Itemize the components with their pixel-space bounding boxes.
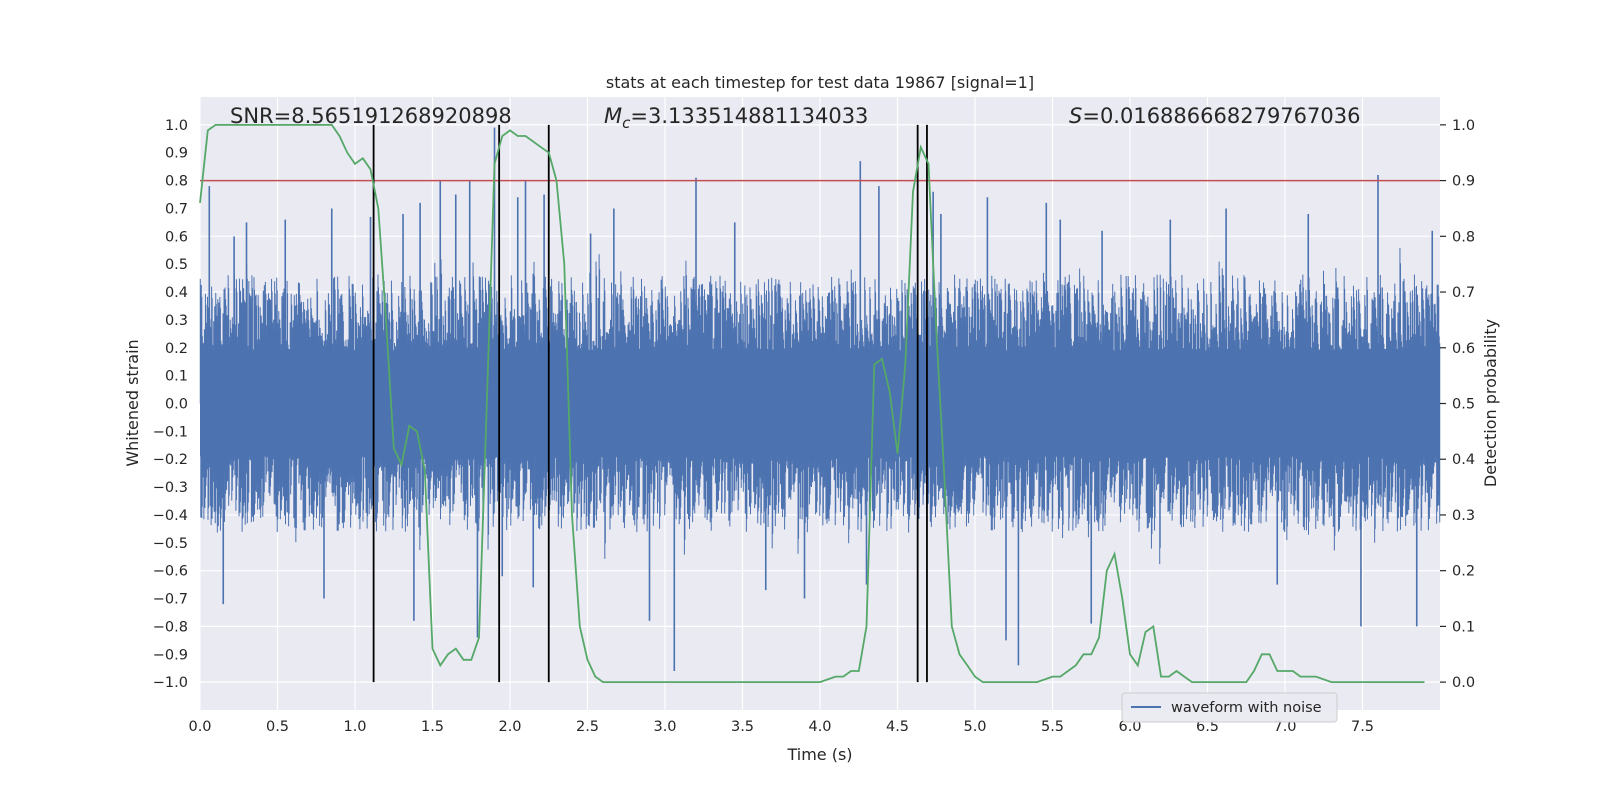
y-right-tick-label: 0.8 (1452, 229, 1475, 245)
x-tick-label: 3.0 (653, 719, 676, 735)
y-tick-label: 1.0 (165, 118, 188, 134)
x-tick-label: 5.5 (1041, 719, 1064, 735)
y-right-tick-label: 0.9 (1452, 174, 1475, 190)
vertical-lines (372, 124, 928, 683)
waveform-core-band (200, 350, 1440, 457)
y-right-axis-ticks: 0.0 0.1 0.2 0.3 0.4 0.5 0.6 0.7 0.8 0.9 1.0 (1440, 118, 1475, 691)
y-tick-label: −0.5 (153, 536, 188, 552)
y-right-axis-label: Detection probability (1481, 319, 1500, 487)
y-tick-label: 0.3 (165, 313, 188, 329)
x-tick-label: 0.5 (266, 719, 289, 735)
y-tick-label: −0.7 (153, 592, 188, 608)
y-tick-label: 0.0 (165, 397, 188, 413)
s-symbol: S (1069, 104, 1082, 128)
snr-annotation: SNR=8.565191268920898 (230, 104, 512, 128)
y-axis-ticks: −1.0 −0.9 −0.8 −0.7 −0.6 −0.5 −0.4 −0.3 −0.2 −0.1… (153, 118, 188, 691)
x-tick-label: 1.0 (343, 719, 366, 735)
y-tick-label: 0.8 (165, 174, 188, 190)
y-right-tick-label: 0.5 (1452, 397, 1475, 413)
y-right-tick-label: 0.6 (1452, 341, 1475, 357)
x-tick-label: 5.0 (963, 719, 986, 735)
probability-line (199, 124, 1425, 683)
y-tick-label: 0.6 (165, 229, 188, 245)
y-right-tick-label: 0.0 (1452, 675, 1475, 691)
y-tick-label: −0.1 (153, 424, 188, 440)
mc-value: =3.133514881134033 (630, 104, 868, 128)
y-tick-label: 0.4 (165, 285, 188, 301)
y-right-tick-label: 0.1 (1452, 619, 1475, 635)
x-tick-label: 7.0 (1273, 719, 1296, 735)
y-right-tick-label: 0.3 (1452, 508, 1475, 524)
x-tick-label: 0.0 (188, 719, 211, 735)
y-tick-label: 0.9 (165, 146, 188, 162)
y-tick-label: −0.4 (153, 508, 188, 524)
y-right-tick-label: 0.4 (1452, 452, 1475, 468)
y-right-tick-label: 0.7 (1452, 285, 1475, 301)
x-tick-label: 4.5 (886, 719, 909, 735)
y-right-tick-label: 1.0 (1452, 118, 1475, 134)
s-value: =0.016886668279767036 (1082, 104, 1360, 128)
x-tick-label: 6.5 (1196, 719, 1219, 735)
y-tick-label: 0.5 (165, 257, 188, 273)
x-tick-label: 2.5 (576, 719, 599, 735)
x-tick-label: 3.5 (731, 719, 754, 735)
x-axis-label: Time (s) (786, 745, 852, 764)
x-axis-ticks: 0.0 0.5 1.0 1.5 2.0 2.5 3.0 3.5 4.0 4.5 5.0 5.5 6.0 6… (188, 719, 1374, 735)
legend-box (1121, 692, 1338, 723)
x-tick-label: 4.0 (808, 719, 831, 735)
y-tick-label: −0.3 (153, 480, 188, 496)
x-tick-label: 1.5 (421, 719, 444, 735)
y-tick-label: −0.8 (153, 619, 188, 635)
y-tick-label: 0.2 (165, 341, 188, 357)
y-tick-label: 0.7 (165, 201, 188, 217)
y-tick-label: −0.9 (153, 647, 188, 663)
x-tick-label: 2.0 (498, 719, 521, 735)
chart-title: stats at each timestep for test data 198… (606, 73, 1034, 92)
mc-subscript: c (622, 114, 631, 132)
y-tick-label: 0.1 (165, 369, 188, 385)
y-tick-label: −0.6 (153, 564, 188, 580)
y-axis-label: Whitened strain (123, 339, 142, 466)
mc-annotation: Mc=3.133514881134033 (604, 104, 868, 132)
mc-symbol: M (604, 104, 622, 128)
legend: waveform with noise (1121, 692, 1338, 723)
s-annotation: S=0.016886668279767036 (1069, 104, 1360, 128)
legend-label: waveform with noise (1171, 700, 1322, 716)
y-right-tick-label: 0.2 (1452, 564, 1475, 580)
x-tick-label: 7.5 (1351, 719, 1374, 735)
probability-series (199, 124, 1425, 683)
x-tick-label: 6.0 (1118, 719, 1141, 735)
y-tick-label: −0.2 (153, 452, 188, 468)
y-tick-label: −1.0 (153, 675, 188, 691)
